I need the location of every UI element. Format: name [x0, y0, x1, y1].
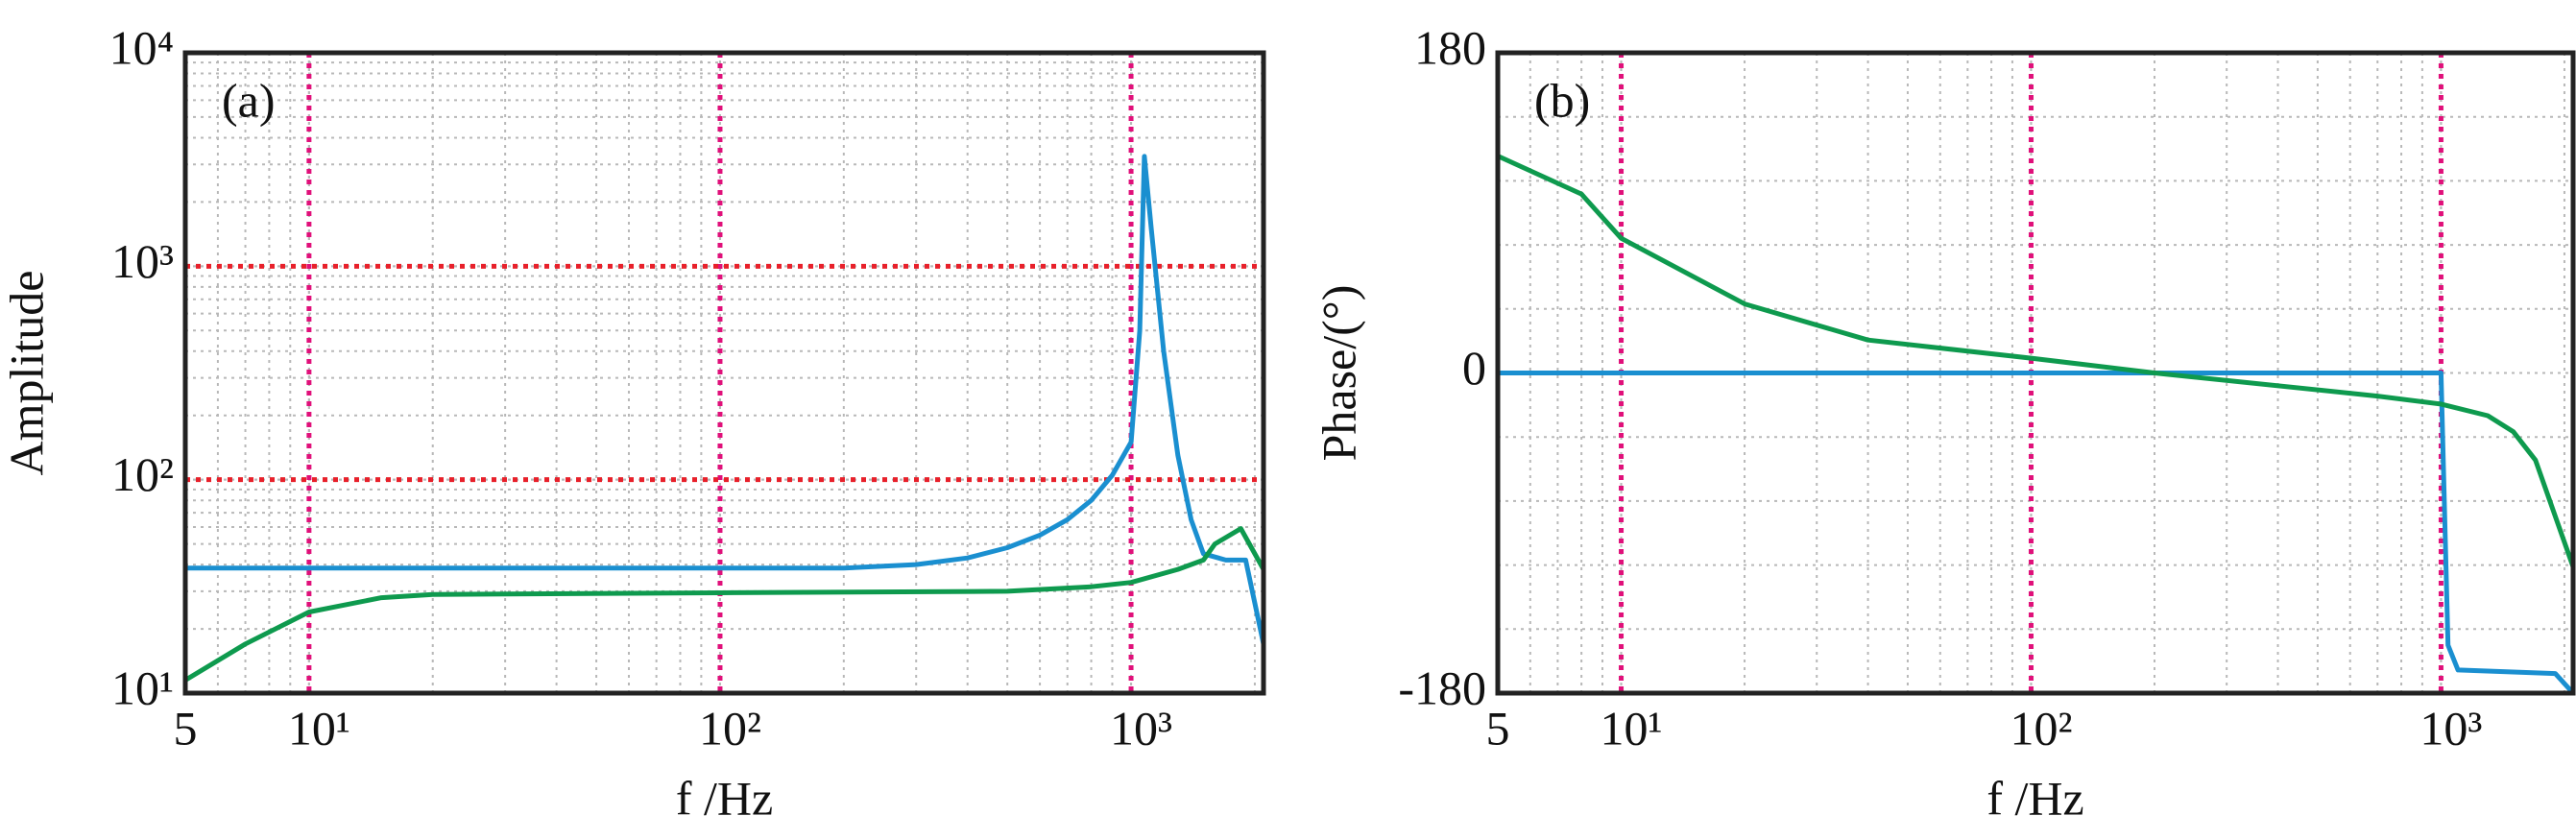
- x-tick-label: 10²: [2010, 701, 2072, 755]
- x-tick-label: 10¹: [288, 701, 350, 755]
- series-line: [1498, 371, 2575, 695]
- series-line: [1496, 154, 2576, 568]
- y-tick-label: 180: [1414, 20, 1486, 74]
- x-tick-label: 5: [1486, 701, 1510, 755]
- y-axis-label: Amplitude: [0, 271, 53, 476]
- y-axis-label: Phase/(°): [1312, 285, 1365, 462]
- y-tick-label: -180: [1398, 660, 1486, 714]
- y-tick-label: 10²: [111, 447, 174, 501]
- x-tick-label: 10¹: [1601, 701, 1663, 755]
- panel-label: (a): [222, 73, 276, 127]
- series-line: [185, 154, 1266, 645]
- series-line: [183, 526, 1266, 683]
- x-tick-label: 10³: [1110, 701, 1172, 755]
- plot-frame: [1495, 50, 2576, 696]
- x-axis-label: f /Hz: [1986, 771, 2083, 825]
- y-tick-label: 10⁴: [109, 20, 174, 74]
- y-tick-label: 10¹: [111, 660, 174, 714]
- y-tick-label: 10³: [111, 234, 174, 288]
- panel-label: (b): [1534, 73, 1590, 127]
- plot-frame: [182, 50, 1266, 696]
- x-axis-label: f /Hz: [676, 771, 773, 825]
- y-tick-label: 0: [1462, 341, 1486, 395]
- x-tick-label: 5: [174, 701, 198, 755]
- x-tick-label: 10³: [2420, 701, 2482, 755]
- x-tick-label: 10²: [699, 701, 761, 755]
